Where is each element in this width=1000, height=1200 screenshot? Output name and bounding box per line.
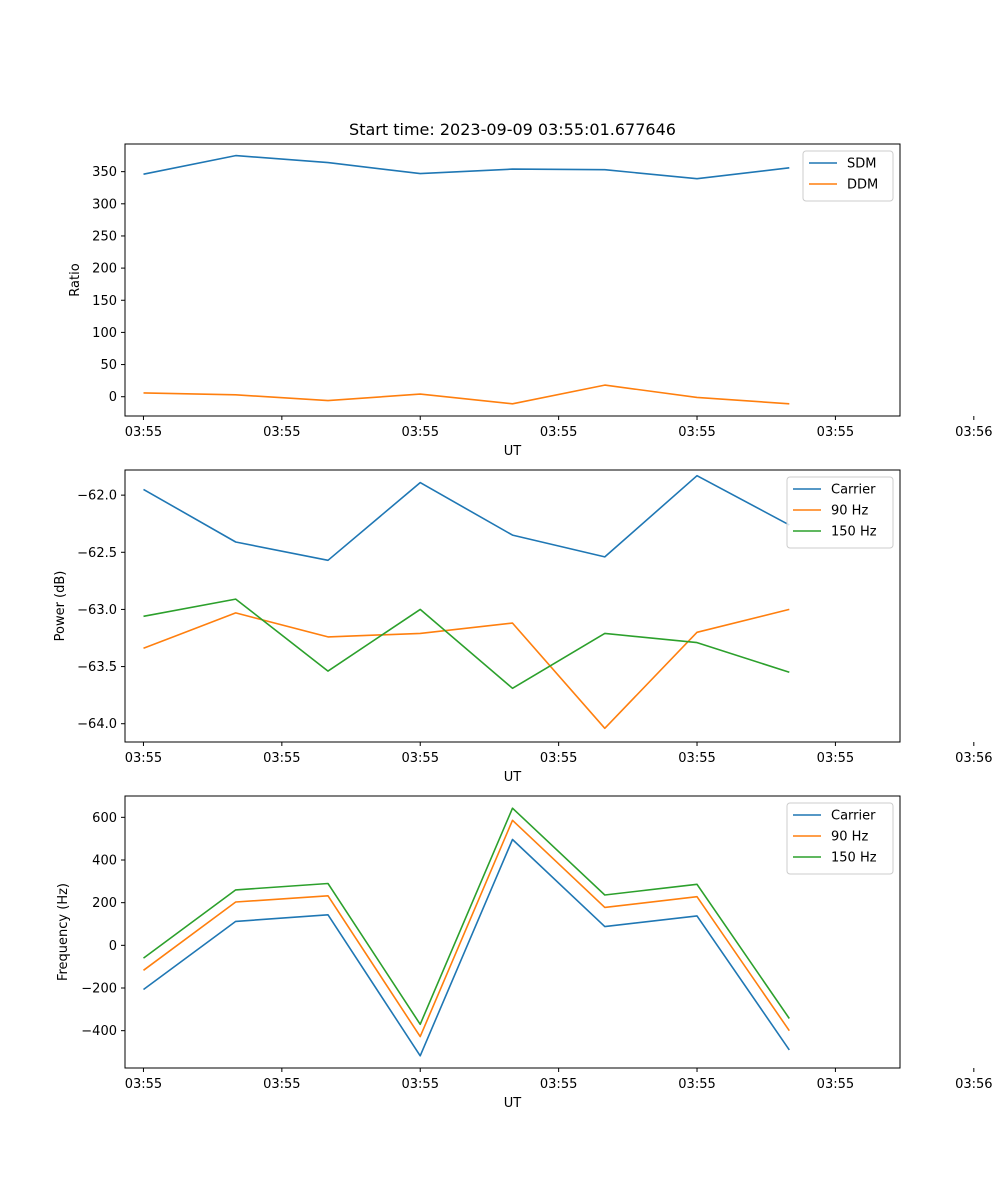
frequency-y-tick-label: −200 [81, 982, 117, 997]
ratio-x-axis-label: UT [504, 444, 522, 459]
power-y-tick-label: −62.0 [77, 489, 117, 504]
ratio-y-tick-label: 100 [92, 326, 117, 341]
frequency-x-tick-label: 03:55 [125, 1077, 162, 1092]
ratio-y-tick-label: 200 [92, 262, 117, 277]
frequency-y-tick-label: −400 [81, 1024, 117, 1039]
power-x-tick-label: 03:55 [678, 751, 715, 766]
ratio-y-axis-label: Ratio [68, 263, 83, 296]
power-x-tick-label: 03:55 [817, 751, 854, 766]
frequency-axes-frame [124, 795, 901, 1069]
power-legend-label-90-hz: 90 Hz [831, 504, 868, 519]
power-panel: 03:55 03:55 03:55 03:55 03:55 03:55 03:56 −64.0… [53, 469, 993, 785]
ratio-y-tick-label: 350 [92, 165, 117, 180]
frequency-y-tick-label: 200 [92, 896, 117, 911]
ratio-legend-label-ddm: DDM [847, 178, 878, 193]
ratio-y-tick-label: 0 [109, 390, 117, 405]
frequency-y-tick-label: 600 [92, 811, 117, 826]
frequency-x-tick-label: 03:55 [540, 1077, 577, 1092]
power-y-tick-label: −63.5 [77, 660, 117, 675]
frequency-series-carrier-line [143, 838, 790, 1057]
power-x-axis-label: UT [504, 770, 522, 785]
power-axes-frame [124, 469, 901, 743]
ratio-y-tick-label: 250 [92, 229, 117, 244]
ratio-axes-frame [124, 143, 901, 417]
frequency-legend-label-carrier: Carrier [831, 809, 876, 824]
frequency-series-150-hz-line [143, 807, 790, 1026]
ratio-y-tick-label: 50 [100, 358, 117, 373]
ratio-x-tick-label: 03:55 [263, 425, 300, 440]
ratio-x-tick-label: 03:56 [955, 425, 992, 440]
power-x-tick-label: 03:55 [540, 751, 577, 766]
power-legend-label-carrier: Carrier [831, 483, 876, 498]
power-y-tick-label: −63.0 [77, 603, 117, 618]
power-y-tick-label: −64.0 [77, 717, 117, 732]
power-x-tick-label: 03:55 [402, 751, 439, 766]
frequency-legend-label-150-hz: 150 Hz [831, 851, 877, 866]
ratio-panel: Start time: 2023-09-09 03:55:01.67764603… [68, 120, 993, 459]
power-x-tick-label: 03:55 [125, 751, 162, 766]
ratio-y-tick-label: 150 [92, 294, 117, 309]
frequency-x-tick-label: 03:55 [678, 1077, 715, 1092]
ratio-x-tick-label: 03:55 [125, 425, 162, 440]
ratio-x-tick-label: 03:55 [402, 425, 439, 440]
power-y-axis-label: Power (dB) [53, 571, 68, 642]
ratio-series-sdm-line [143, 154, 790, 180]
power-series-90-hz-line [143, 608, 790, 730]
power-series-carrier-line [143, 474, 790, 562]
frequency-x-tick-label: 03:55 [817, 1077, 854, 1092]
frequency-panel: 03:55 03:55 03:55 03:55 03:55 03:55 03:56 −400 −… [56, 795, 993, 1111]
ratio-x-tick-label: 03:55 [817, 425, 854, 440]
ratio-legend-label-sdm: SDM [847, 157, 876, 172]
power-x-tick-label: 03:56 [955, 751, 992, 766]
power-legend-label-150-hz: 150 Hz [831, 525, 877, 540]
frequency-x-tick-label: 03:55 [263, 1077, 300, 1092]
ratio-x-tick-label: 03:55 [678, 425, 715, 440]
power-y-tick-label: −62.5 [77, 546, 117, 561]
frequency-x-tick-label: 03:55 [402, 1077, 439, 1092]
ratio-series-ddm-line [143, 384, 790, 405]
frequency-y-tick-label: 400 [92, 854, 117, 869]
power-x-tick-label: 03:55 [263, 751, 300, 766]
frequency-y-tick-label: 0 [109, 939, 117, 954]
frequency-y-axis-label: Frequency (Hz) [56, 883, 71, 981]
frequency-legend-label-90-hz: 90 Hz [831, 830, 868, 845]
frequency-series-90-hz-line [143, 819, 790, 1038]
ratio-y-tick-label: 300 [92, 197, 117, 212]
ratio-chart-title: Start time: 2023-09-09 03:55:01.677646 [349, 120, 676, 139]
frequency-x-axis-label: UT [504, 1096, 522, 1111]
power-series-150-hz-line [143, 598, 790, 690]
frequency-x-tick-label: 03:56 [955, 1077, 992, 1092]
ratio-x-tick-label: 03:55 [540, 425, 577, 440]
